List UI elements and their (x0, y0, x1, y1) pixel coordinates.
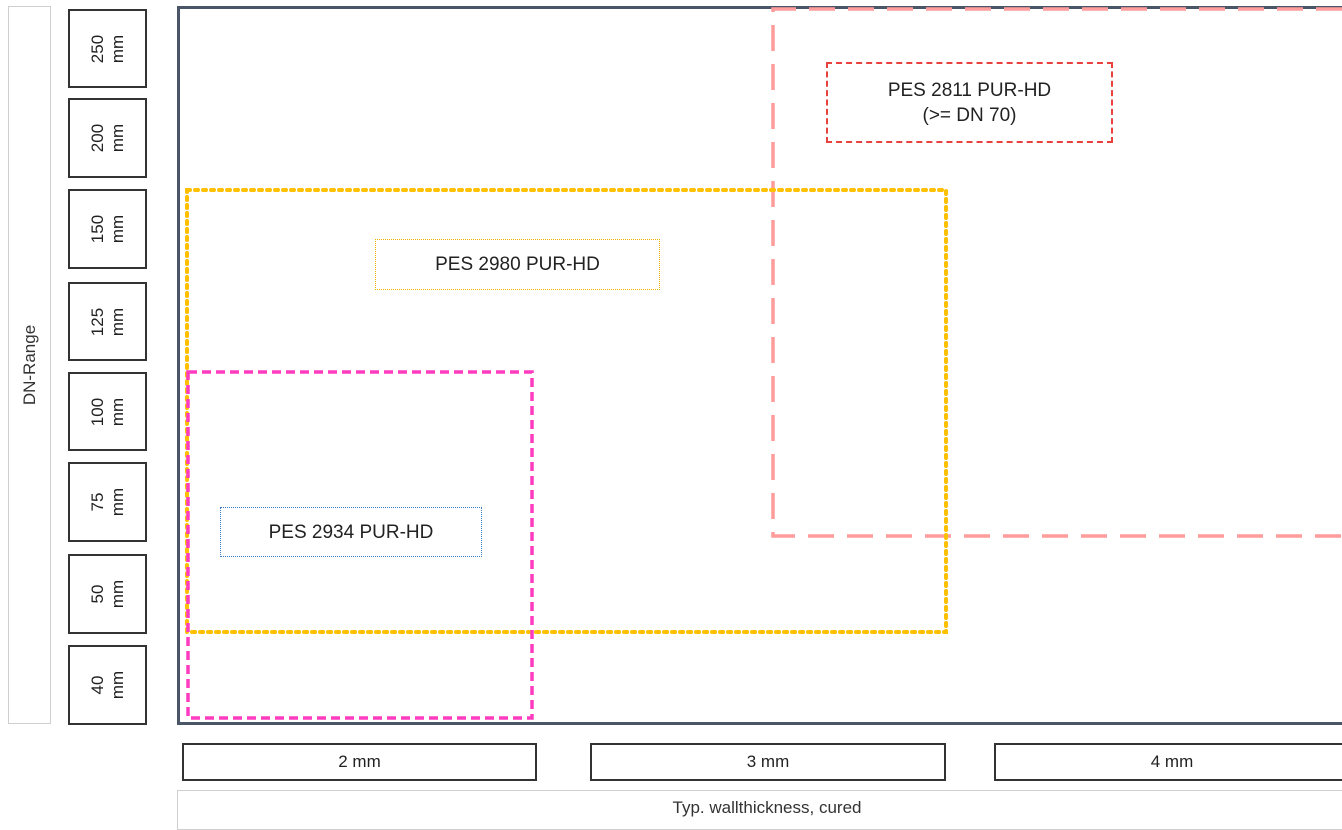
wall-category-4mm: 4 mm (994, 743, 1342, 781)
region-pes2934 (186, 370, 534, 720)
dn-category-250: 250 mm (68, 9, 147, 88)
dn-category-200: 200 mm (68, 98, 147, 178)
dn-category-100: 100 mm (68, 372, 147, 451)
y-axis-title: DN-Range (8, 6, 51, 724)
dn-category-125: 125 mm (68, 282, 147, 361)
dn-category-40: 40 mm (68, 645, 147, 725)
label-pes2934: PES 2934 PUR-HD (220, 507, 482, 557)
label-pes2811-note: (>= DN 70) (922, 104, 1017, 126)
label-pes2980: PES 2980 PUR-HD (375, 239, 660, 290)
plot-area (177, 6, 1342, 725)
x-axis-title-text: Typ. wallthickness, cured (672, 798, 862, 817)
region-pes2811 (771, 7, 1342, 538)
label-pes2980-name: PES 2980 PUR-HD (435, 254, 600, 275)
label-pes2811-name: PES 2811 PUR-HD (887, 79, 1052, 101)
label-pes2811: PES 2811 PUR-HD (>= DN 70) (826, 62, 1113, 143)
x-axis-title: Typ. wallthickness, cured (177, 790, 1342, 830)
dn-category-150: 150 mm (68, 189, 147, 269)
label-pes2934-name: PES 2934 PUR-HD (268, 521, 434, 543)
wall-category-3mm: 3 mm (590, 743, 946, 781)
dn-category-75: 75 mm (68, 462, 147, 542)
wall-category-2mm: 2 mm (182, 743, 537, 781)
dn-category-50: 50 mm (68, 554, 147, 634)
region-pes2980 (185, 188, 948, 634)
